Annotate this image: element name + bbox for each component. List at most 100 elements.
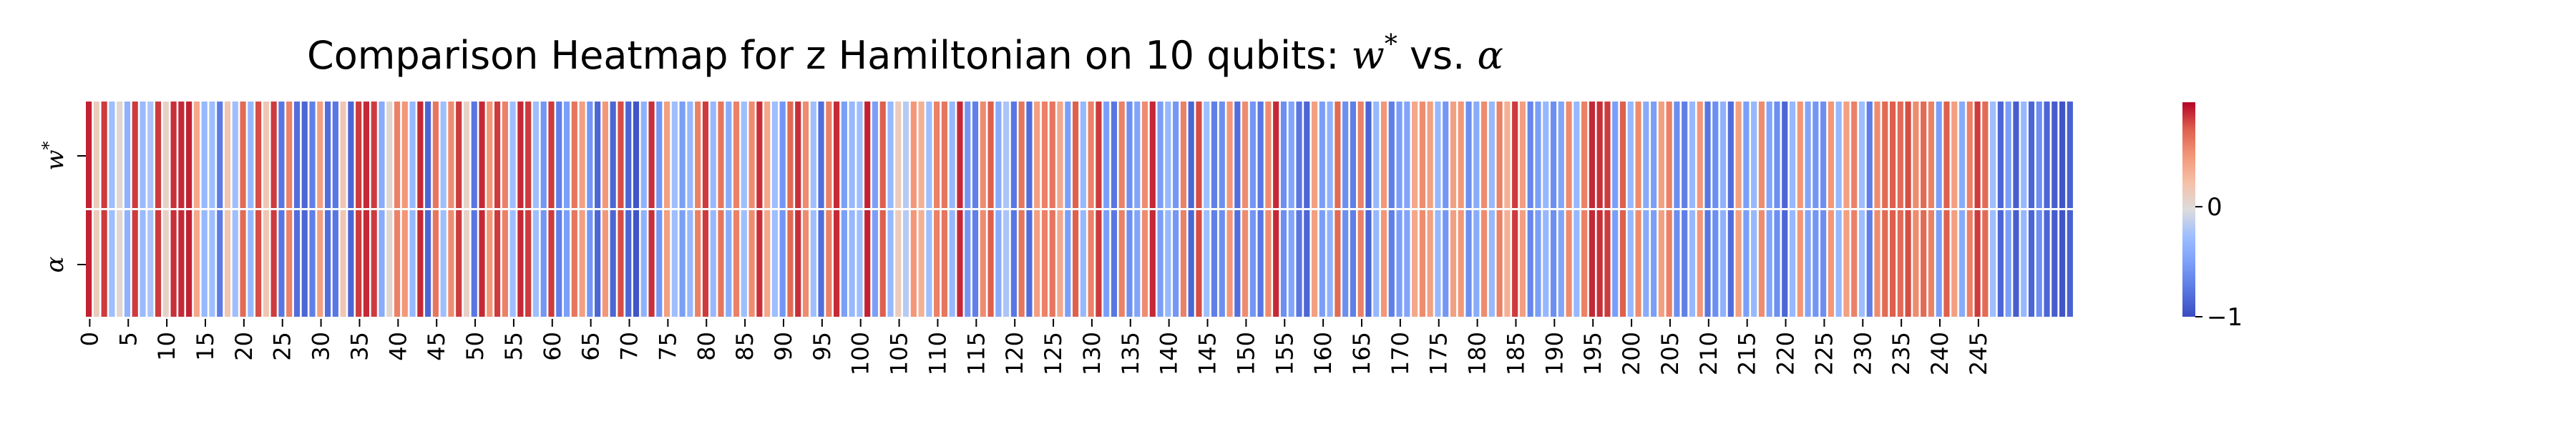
heatmap-cell xyxy=(2051,210,2058,317)
heatmap-cell xyxy=(1619,102,1626,208)
heatmap-cell xyxy=(301,102,308,208)
x-tick-label: 155 xyxy=(1271,332,1298,375)
heatmap-cell xyxy=(1936,210,1942,317)
heatmap-cell xyxy=(1704,210,1711,317)
heatmap-cell xyxy=(1088,102,1094,208)
x-tick-label: 60 xyxy=(539,332,566,361)
heatmap-cell xyxy=(170,210,177,317)
heatmap-cell xyxy=(1427,210,1433,317)
x-tick-label: 30 xyxy=(308,332,335,361)
heatmap-cell xyxy=(1311,102,1318,208)
heatmap-cell xyxy=(1835,210,1842,317)
heatmap-cell xyxy=(1789,102,1796,208)
heatmap-cell xyxy=(186,210,192,317)
heatmap-cell xyxy=(248,102,254,208)
heatmap-cell xyxy=(1304,210,1310,317)
heatmap-cell xyxy=(957,210,963,317)
heatmap-cell xyxy=(1327,210,1333,317)
heatmap-cell xyxy=(2028,102,2035,208)
heatmap-cell xyxy=(1365,102,1372,208)
heatmap-cell xyxy=(1288,210,1294,317)
heatmap-cell xyxy=(1450,102,1457,208)
x-tick-label: 170 xyxy=(1387,332,1414,375)
heatmap-cell xyxy=(371,210,377,317)
heatmap-cell xyxy=(1504,102,1511,208)
heatmap-cell xyxy=(834,210,840,317)
heatmap-cell xyxy=(980,210,986,317)
x-tick-label: 20 xyxy=(230,332,258,361)
heatmap-cell xyxy=(409,102,416,208)
heatmap-cell xyxy=(425,210,431,317)
heatmap-cell xyxy=(1073,210,1079,317)
heatmap-cell xyxy=(1319,102,1325,208)
heatmap-cell xyxy=(1874,210,1880,317)
heatmap-cell xyxy=(1435,210,1441,317)
heatmap-cell xyxy=(1057,210,1063,317)
heatmap-cell xyxy=(401,102,408,208)
x-axis: 0 5 10 15 20 25 30 35 40 45 50 55 60 65 70 75 80 85 90 95 10… xyxy=(76,319,1992,375)
heatmap-cell xyxy=(1342,102,1349,208)
x-tick-label: 5 xyxy=(114,332,142,346)
heatmap-cell xyxy=(795,102,801,208)
heatmap-cell xyxy=(1813,102,1819,208)
heatmap-cell xyxy=(1943,102,1950,208)
heatmap-cell xyxy=(771,102,779,208)
x-tick-label: 110 xyxy=(924,332,951,375)
heatmap-cell xyxy=(1080,210,1086,317)
heatmap-cell xyxy=(1065,210,1071,317)
heatmap-cell xyxy=(756,210,763,317)
heatmap-cell xyxy=(1651,102,1657,208)
heatmap-cell xyxy=(826,210,832,317)
heatmap-cell xyxy=(1073,102,1079,208)
heatmap-cells xyxy=(86,102,2073,317)
heatmap-cell xyxy=(1165,210,1171,317)
heatmap-cell xyxy=(1820,210,1827,317)
heatmap-cell xyxy=(1404,102,1410,208)
heatmap-cell xyxy=(1273,210,1279,317)
heatmap-cell xyxy=(1966,102,1973,208)
heatmap-cell xyxy=(849,102,855,208)
heatmap-cell xyxy=(1805,210,1811,317)
colorbar: −1 0 xyxy=(2182,102,2243,332)
heatmap-cell xyxy=(1373,102,1380,208)
heatmap-cell xyxy=(587,210,593,317)
heatmap-cell xyxy=(1288,102,1294,208)
heatmap-cell xyxy=(1612,102,1619,208)
colorbar-tick-label: 0 xyxy=(2207,193,2223,222)
heatmap-cell xyxy=(1643,210,1649,317)
heatmap-cell xyxy=(1049,102,1055,208)
heatmap-cell xyxy=(1257,210,1264,317)
heatmap-cell xyxy=(1496,210,1503,317)
heatmap-cell xyxy=(818,102,824,208)
x-tick-label: 120 xyxy=(1001,332,1028,375)
heatmap-cell xyxy=(340,102,346,208)
heatmap-cell xyxy=(193,102,200,208)
heatmap-cell xyxy=(1173,102,1179,208)
heatmap-cell xyxy=(1350,210,1357,317)
heatmap-cell xyxy=(540,102,547,208)
heatmap-cell xyxy=(1558,102,1564,208)
heatmap-cell xyxy=(1828,102,1834,208)
heatmap-cell xyxy=(101,210,107,317)
heatmap-cell xyxy=(1180,102,1186,208)
heatmap-cell xyxy=(1974,210,1981,317)
heatmap-cell xyxy=(1165,102,1171,208)
x-tick-label: 220 xyxy=(1772,332,1800,375)
x-tick-label: 45 xyxy=(423,332,450,361)
heatmap-cell xyxy=(386,210,393,317)
heatmap-cell xyxy=(463,102,470,208)
heatmap-cell xyxy=(1096,210,1102,317)
x-tick-label: 85 xyxy=(731,332,758,361)
heatmap-cell xyxy=(902,210,909,317)
heatmap-cell xyxy=(86,210,92,317)
heatmap-cell xyxy=(86,102,92,208)
heatmap-cell xyxy=(1118,102,1125,208)
heatmap-cell xyxy=(1512,210,1518,317)
heatmap-cell xyxy=(1234,210,1241,317)
heatmap-cell xyxy=(1743,210,1750,317)
x-tick-label: 235 xyxy=(1888,332,1915,375)
heatmap-cell xyxy=(1697,102,1703,208)
heatmap-cell xyxy=(1350,102,1357,208)
x-tick-label: 205 xyxy=(1657,332,1684,375)
heatmap-cell xyxy=(941,102,948,208)
